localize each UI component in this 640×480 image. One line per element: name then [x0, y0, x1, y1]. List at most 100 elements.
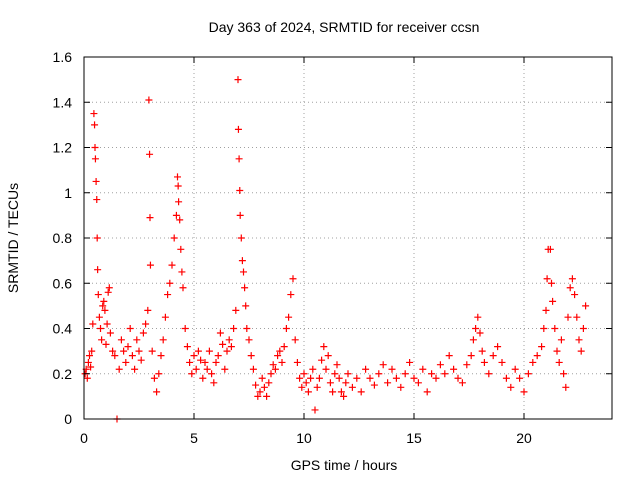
- data-point: [362, 365, 370, 373]
- data-point: [179, 284, 187, 292]
- data-point: [227, 343, 235, 351]
- data-point: [101, 306, 109, 314]
- data-point: [181, 325, 189, 332]
- data-point: [474, 313, 482, 321]
- x-tick-label: 5: [190, 430, 198, 446]
- data-point: [388, 365, 396, 373]
- data-point: [142, 320, 150, 328]
- data-point: [144, 306, 152, 314]
- data-point: [106, 329, 114, 337]
- data-point: [236, 211, 244, 219]
- data-point: [298, 383, 306, 391]
- data-point: [131, 365, 139, 373]
- data-point: [84, 358, 92, 366]
- data-point: [86, 352, 93, 360]
- data-point: [133, 336, 141, 344]
- data-point: [111, 352, 119, 360]
- data-point: [489, 352, 497, 360]
- data-point: [95, 313, 103, 321]
- axis-ticks: 0 0.2 0.4 0.6 0.8 1 1.2 1.4 1.6 0 5 10 15 20: [53, 49, 612, 446]
- data-point: [324, 352, 332, 360]
- data-point: [498, 358, 506, 366]
- data-point: [296, 374, 304, 382]
- data-point: [549, 297, 557, 305]
- data-point: [172, 211, 180, 219]
- data-point: [105, 284, 113, 292]
- data-point: [366, 374, 374, 382]
- data-point: [124, 343, 132, 351]
- data-point: [342, 379, 350, 387]
- data-point: [478, 347, 486, 355]
- data-point: [94, 266, 102, 274]
- data-point: [445, 352, 453, 360]
- data-point: [333, 361, 341, 369]
- data-point: [344, 370, 352, 378]
- data-point: [176, 216, 184, 224]
- data-point: [560, 370, 568, 378]
- data-point: [267, 370, 275, 378]
- data-point: [285, 313, 293, 321]
- data-point: [280, 343, 288, 351]
- data-point: [472, 325, 480, 332]
- data-point: [571, 291, 579, 299]
- data-point: [423, 388, 431, 396]
- data-point: [234, 76, 242, 84]
- data-point: [254, 392, 262, 400]
- data-point: [337, 388, 345, 396]
- x-tick-label: 20: [516, 430, 532, 446]
- data-point: [175, 198, 183, 206]
- data-point: [269, 361, 277, 369]
- y-tick-label: 0.2: [53, 366, 73, 382]
- y-tick-label: 1.2: [53, 140, 73, 156]
- data-point: [219, 340, 227, 348]
- data-point: [263, 392, 271, 400]
- data-point: [178, 268, 186, 276]
- data-point: [225, 336, 233, 344]
- data-point: [428, 370, 436, 378]
- data-point: [304, 388, 312, 396]
- data-point: [562, 383, 570, 391]
- data-point: [88, 347, 96, 355]
- data-point: [320, 343, 328, 351]
- y-tick-label: 1: [64, 185, 72, 201]
- data-point: [161, 313, 169, 321]
- data-point: [245, 336, 253, 344]
- data-point: [208, 370, 216, 378]
- data-point: [276, 347, 284, 355]
- data-point: [223, 347, 231, 355]
- data-point: [128, 352, 136, 360]
- data-point: [97, 325, 104, 332]
- data-point: [210, 379, 218, 387]
- data-point: [282, 325, 290, 332]
- chart-title: Day 363 of 2024, SRMTID for receiver ccs…: [209, 19, 480, 35]
- data-point: [353, 374, 361, 382]
- data-point: [463, 361, 471, 369]
- data-point: [278, 358, 286, 366]
- data-point: [153, 388, 161, 396]
- data-point: [117, 336, 125, 344]
- data-point: [115, 365, 123, 373]
- data-point: [93, 234, 101, 242]
- data-point: [98, 336, 106, 344]
- data-point: [315, 374, 323, 382]
- data-point: [91, 155, 99, 163]
- data-point: [575, 336, 583, 344]
- data-point: [302, 379, 310, 387]
- data-point: [174, 182, 182, 190]
- data-point: [188, 370, 196, 378]
- x-tick-label: 10: [296, 430, 312, 446]
- data-point: [168, 261, 176, 269]
- data-point: [313, 383, 321, 391]
- data-point: [236, 186, 244, 194]
- data-point: [557, 336, 565, 344]
- data-point: [221, 365, 229, 373]
- data-point: [340, 392, 348, 400]
- data-point: [436, 361, 444, 369]
- data-point: [546, 245, 554, 253]
- data-point: [573, 313, 581, 321]
- data-point: [419, 365, 427, 373]
- data-point: [555, 358, 563, 366]
- data-point: [240, 268, 247, 276]
- data-point: [329, 388, 337, 396]
- data-point: [183, 343, 191, 351]
